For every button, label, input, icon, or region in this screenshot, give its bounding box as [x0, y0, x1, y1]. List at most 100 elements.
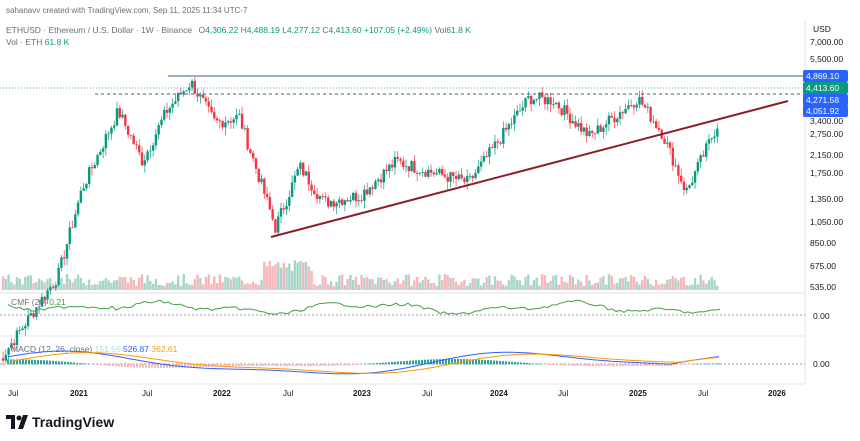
volume-bar — [232, 276, 235, 290]
macd-histogram-bar — [490, 360, 492, 365]
macd-histogram-bar — [502, 361, 504, 365]
candle-body — [154, 134, 158, 146]
candle-body — [424, 172, 427, 177]
volume-indicator-value: 61.8 K — [44, 37, 70, 47]
macd-histogram-bar — [40, 360, 42, 365]
cmf-legend[interactable]: CMF (20) 0.21 — [11, 297, 66, 307]
trendline[interactable] — [270, 100, 789, 238]
candle-body — [126, 125, 130, 135]
macd-histogram-bar — [388, 362, 390, 365]
macd-axis-value: 0.00 — [813, 359, 830, 369]
macd-histogram-bar — [61, 361, 63, 365]
candle-body — [638, 96, 641, 105]
macd-histogram-bar — [442, 359, 444, 365]
candle-body — [74, 214, 77, 228]
macd-histogram-bar — [523, 362, 525, 365]
candle-body — [379, 179, 383, 183]
tradingview-logo[interactable]: TradingView — [6, 414, 114, 430]
volume-bar — [271, 266, 274, 290]
macd-histogram-bar — [244, 364, 246, 367]
candle-body — [554, 102, 558, 105]
volume-bar — [435, 285, 438, 290]
macd-histogram-bar — [298, 364, 300, 367]
candle-body — [243, 128, 247, 129]
volume-bar — [710, 276, 713, 290]
volume-bar — [604, 284, 608, 290]
candle-body — [404, 166, 408, 168]
macd-histogram-bar — [718, 363, 720, 365]
macd-histogram-bar — [217, 364, 219, 367]
candle-body — [343, 200, 347, 205]
macd-histogram-bar — [274, 364, 276, 367]
volume-bar — [643, 276, 647, 290]
macd-histogram-bar — [313, 364, 315, 367]
volume-bar — [379, 277, 383, 290]
macd-histogram-bar — [295, 364, 297, 367]
volume-bar — [90, 284, 94, 290]
price-tick-label: 535.00 — [810, 282, 836, 292]
macd-histogram-bar — [286, 364, 288, 367]
volume-bar — [113, 280, 116, 290]
candle-body — [546, 97, 549, 105]
volume-bar — [554, 274, 558, 290]
candle-body — [674, 165, 677, 167]
candle-body — [463, 178, 466, 182]
volume-bar — [74, 278, 77, 290]
volume-bar — [532, 279, 536, 290]
macd-histogram-bar — [37, 359, 39, 365]
candle-body — [290, 182, 294, 197]
volume-bar — [618, 278, 622, 290]
candle-body — [113, 125, 116, 128]
macd-histogram-bar — [196, 364, 198, 368]
volume-bar — [327, 284, 330, 290]
volume-bar — [474, 278, 477, 290]
macd-histogram-bar — [328, 364, 330, 366]
candle-body — [4, 354, 8, 361]
volume-bar — [527, 274, 530, 290]
volume-bar — [371, 279, 374, 290]
macd-legend[interactable]: MACD (12, 26, close) 151.56 526.87 362.6… — [11, 344, 177, 354]
candle-body — [632, 105, 636, 108]
macd-histogram-bar — [13, 359, 15, 365]
candle-body — [251, 152, 255, 159]
candle-body — [677, 165, 680, 176]
time-tick-label: 2025 — [629, 389, 647, 398]
volume-bar — [257, 284, 260, 290]
macd-histogram-bar — [547, 364, 549, 365]
macd-histogram-bar — [445, 359, 447, 365]
volume-bar — [299, 260, 302, 290]
candle-body — [232, 119, 235, 123]
candle-body — [10, 343, 13, 349]
macd-histogram-bar — [634, 364, 636, 367]
volume-bar — [438, 274, 441, 290]
time-axis[interactable]: Jul 2021 Jul 2022 Jul 2023 Jul 2024 Jul 2025 Jul 20… — [8, 389, 786, 398]
macd-histogram-bar — [151, 364, 153, 368]
volume-bar — [352, 279, 355, 290]
candle-body — [624, 108, 627, 114]
macd-histogram-bar — [181, 364, 183, 368]
volume-bar — [146, 275, 149, 290]
candle-body — [621, 112, 625, 114]
symbol-title[interactable]: ETHUSD · Ethereum / U.S. Dollar · 1W · B… — [6, 25, 193, 35]
volume-bar — [716, 285, 719, 290]
macd-histogram-bar — [373, 363, 375, 365]
attribution-text: sahanavv created with TradingView.com, S… — [6, 6, 248, 15]
candle-body — [324, 196, 327, 198]
candle-body — [115, 108, 119, 126]
candle-body — [7, 348, 10, 355]
volume-bar — [688, 285, 691, 290]
volume-bar — [265, 265, 269, 290]
candle-body — [229, 121, 233, 123]
macd-label: MACD (12, 26, close) — [11, 344, 93, 354]
candle-body — [707, 139, 711, 144]
volume-bar — [82, 283, 85, 290]
volume-bar — [685, 285, 688, 290]
volume-bar — [285, 267, 288, 290]
volume-bar — [635, 281, 638, 290]
volume-bar — [599, 277, 602, 290]
volume-bar — [35, 281, 38, 290]
volume-indicator-label[interactable]: Vol · ETH — [6, 37, 43, 47]
macd-line — [7, 350, 720, 375]
macd-histogram-bar — [73, 362, 75, 365]
